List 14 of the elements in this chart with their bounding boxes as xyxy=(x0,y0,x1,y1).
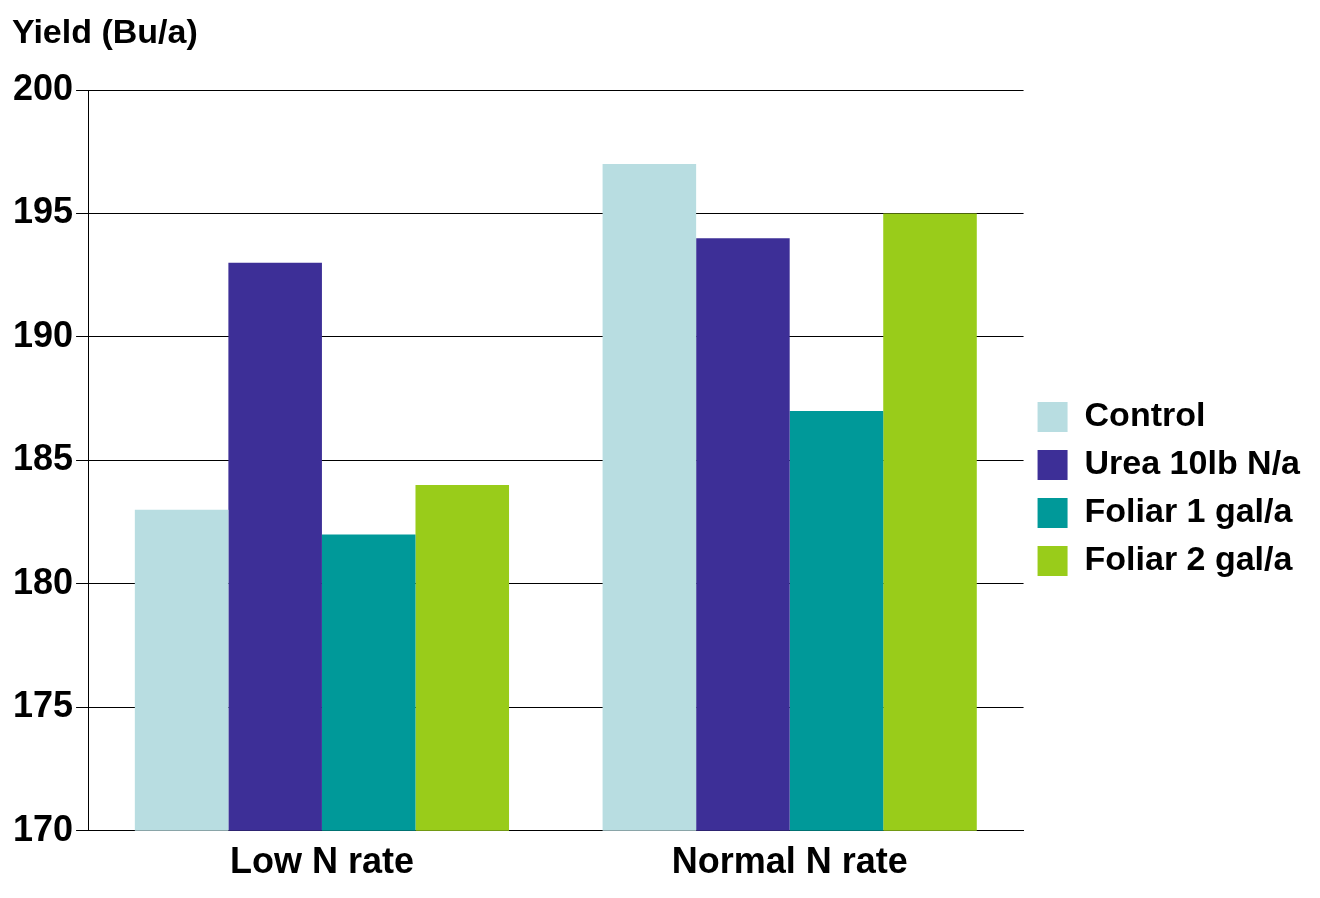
y-tick-label: 180 xyxy=(12,560,74,602)
y-tick-label: 190 xyxy=(12,313,74,355)
x-tick-label: Low N rate xyxy=(229,840,414,882)
x-tick-label: Normal N rate xyxy=(671,840,908,882)
y-axis-title: Yield (Bu/a) xyxy=(12,12,198,51)
y-tick-label: 195 xyxy=(12,190,74,232)
legend-label: Urea 10lb N/a xyxy=(1084,443,1302,482)
legend-label: Control xyxy=(1084,395,1206,434)
y-tick-label: 170 xyxy=(12,807,74,849)
y-tick-label: 185 xyxy=(12,437,74,479)
legend-label: Foliar 2 gal/a xyxy=(1084,539,1294,578)
legend-label: Foliar 1 gal/a xyxy=(1084,491,1294,530)
y-tick-label: 175 xyxy=(12,684,74,726)
y-tick-label: 200 xyxy=(12,66,74,108)
